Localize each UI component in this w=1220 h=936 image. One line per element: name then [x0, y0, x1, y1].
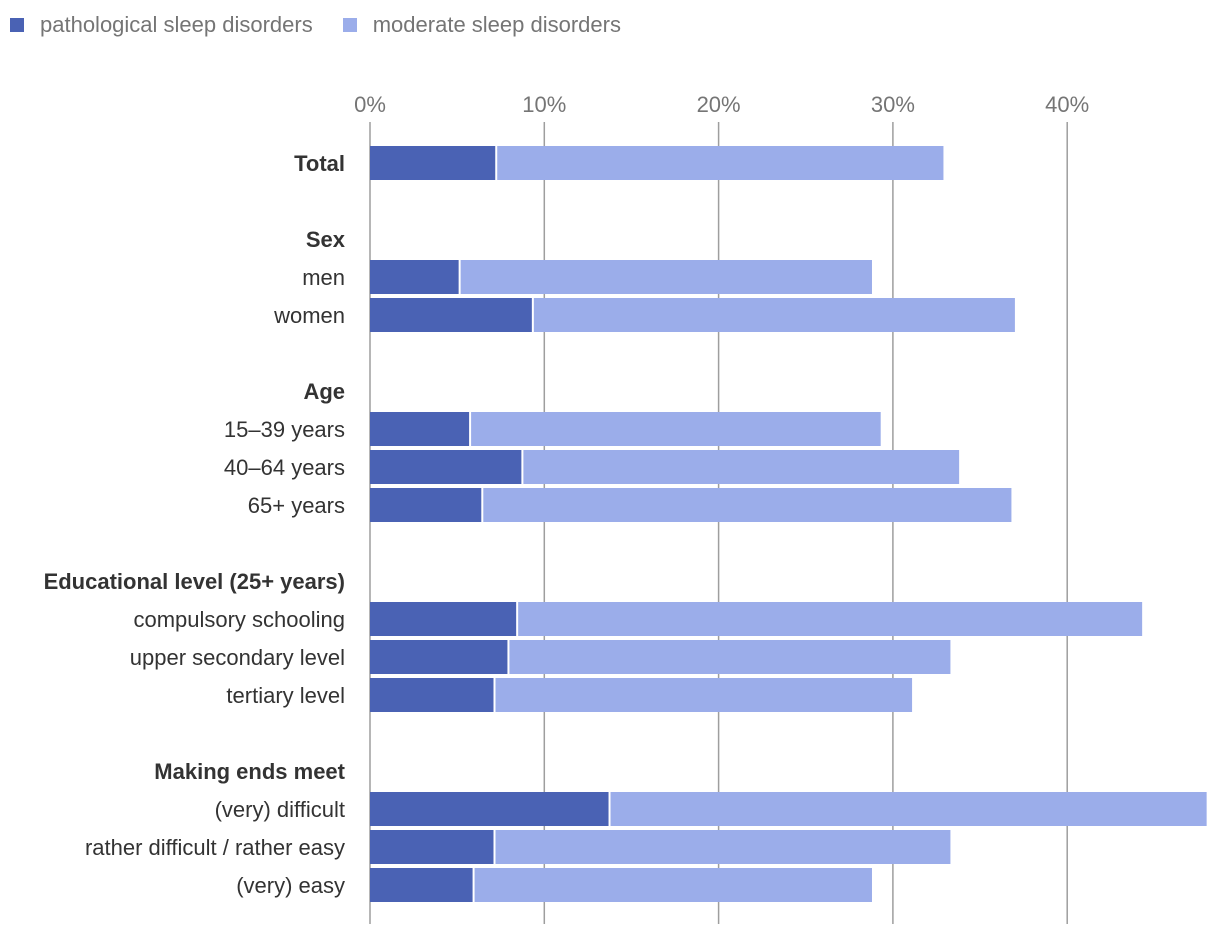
category-label-compulsory-schooling: compulsory schooling — [133, 607, 345, 632]
category-label-very-difficult: (very) difficult — [215, 797, 345, 822]
x-tick-label-20: 20% — [697, 92, 741, 117]
bar-very-easy-pathological[interactable] — [370, 868, 473, 902]
bar-women-moderate[interactable] — [533, 298, 1015, 332]
category-label-40-64-years: 40–64 years — [224, 455, 345, 480]
bar-65-years-pathological[interactable] — [370, 488, 482, 522]
bar-15-39-years-moderate[interactable] — [471, 412, 881, 446]
bar-men-moderate[interactable] — [460, 260, 872, 294]
legend-label-pathological: pathological sleep disorders — [40, 12, 313, 37]
x-tick-label-10: 10% — [522, 92, 566, 117]
legend-swatch-pathological — [10, 18, 24, 32]
category-label-upper-secondary-level: upper secondary level — [130, 645, 345, 670]
bar-40-64-years-pathological[interactable] — [370, 450, 522, 484]
bar-tertiary-level-pathological[interactable] — [370, 678, 494, 712]
legend: pathological sleep disorders moderate sl… — [10, 10, 651, 40]
bar-upper-secondary-level-pathological[interactable] — [370, 640, 508, 674]
bar-upper-secondary-level-moderate[interactable] — [509, 640, 951, 674]
bar-rather-difficult-rather-easy-moderate[interactable] — [495, 830, 951, 864]
legend-item-pathological[interactable]: pathological sleep disorders — [10, 12, 313, 38]
category-label-tertiary-level: tertiary level — [226, 683, 345, 708]
bar-total-pathological[interactable] — [370, 146, 496, 180]
grid-layer — [369, 122, 1068, 924]
legend-item-moderate[interactable]: moderate sleep disorders — [342, 12, 621, 38]
category-label-15-39-years: 15–39 years — [224, 417, 345, 442]
category-label-rather-difficult-rather-easy: rather difficult / rather easy — [85, 835, 345, 860]
x-tick-label-0: 0% — [354, 92, 386, 117]
bar-very-easy-moderate[interactable] — [474, 868, 872, 902]
bar-15-39-years-pathological[interactable] — [370, 412, 470, 446]
bar-rather-difficult-rather-easy-pathological[interactable] — [370, 830, 494, 864]
x-tick-label-40: 40% — [1045, 92, 1089, 117]
legend-swatch-moderate — [342, 18, 357, 32]
category-label-very-easy: (very) easy — [236, 873, 345, 898]
bar-tertiary-level-moderate[interactable] — [495, 678, 913, 712]
label-layer: 0% 10% 20% 30% 40% Total Sex men women Age 15–39 y… — [44, 92, 1090, 898]
category-label-65-years: 65+ years — [248, 493, 345, 518]
bar-compulsory-schooling-moderate[interactable] — [518, 602, 1143, 636]
group-header-educational-level-25-years: Educational level (25+ years) — [44, 569, 345, 594]
bar-men-pathological[interactable] — [370, 260, 459, 294]
category-label-women: women — [273, 303, 345, 328]
bar-very-difficult-moderate[interactable] — [610, 792, 1207, 826]
bar-65-years-moderate[interactable] — [483, 488, 1012, 522]
bar-very-difficult-pathological[interactable] — [370, 792, 609, 826]
legend-label-moderate: moderate sleep disorders — [372, 12, 621, 37]
bar-compulsory-schooling-pathological[interactable] — [370, 602, 517, 636]
bar-women-pathological[interactable] — [370, 298, 532, 332]
bar-layer — [370, 146, 1207, 902]
x-tick-label-30: 30% — [871, 92, 915, 117]
category-label-men: men — [302, 265, 345, 290]
group-header-sex: Sex — [306, 227, 346, 252]
group-header-making-ends-meet: Making ends meet — [154, 759, 345, 784]
group-header-total: Total — [294, 151, 345, 176]
group-header-age: Age — [303, 379, 345, 404]
bar-total-moderate[interactable] — [497, 146, 944, 180]
bar-40-64-years-moderate[interactable] — [523, 450, 960, 484]
